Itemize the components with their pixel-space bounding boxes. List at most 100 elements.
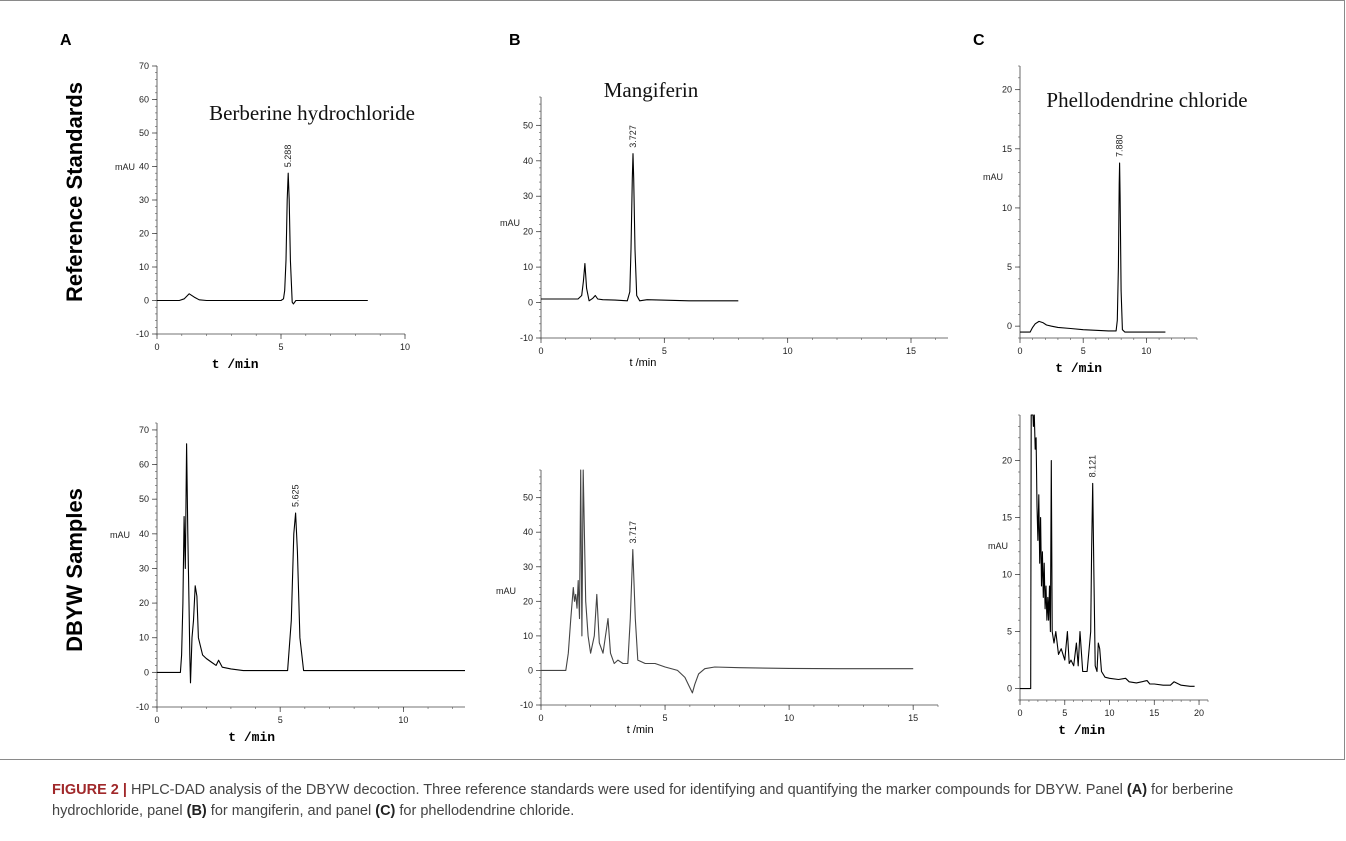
y-tick-label: 60 <box>139 460 149 470</box>
x-tick-label: 0 <box>538 346 543 356</box>
figure-frame <box>0 0 1345 760</box>
caption-text-1: HPLC-DAD analysis of the DBYW decoction.… <box>126 782 1127 798</box>
y-tick-label: 70 <box>139 61 149 71</box>
caption-panel-a-ref: (A) <box>1126 782 1148 798</box>
x-axis-label: t /min <box>1058 723 1105 738</box>
x-axis-label: t /min <box>1055 361 1102 376</box>
compound-title: Mangiferin <box>604 78 699 102</box>
peak-retention-label: 8.121 <box>1088 455 1098 478</box>
y-tick-label: 30 <box>523 562 533 572</box>
caption-panel-b-ref: (B) <box>186 803 207 819</box>
y-tick-label: 20 <box>139 598 149 608</box>
y-tick-label: 10 <box>523 262 533 272</box>
chromatogram-c-bottom: 0 5 10 15 20 0 5 10 15 20 t /min mAU 8.121 <box>988 414 1209 738</box>
peak-retention-label: 5.625 <box>291 484 301 507</box>
x-axis-label: t /min <box>629 357 656 369</box>
peak-retention-label: 5.288 <box>283 145 293 168</box>
y-axis-unit: mAU <box>500 218 520 228</box>
x-tick-label: 0 <box>1017 708 1022 718</box>
y-tick-label: -10 <box>136 329 149 339</box>
peak-retention-label: 3.717 <box>628 521 638 544</box>
x-tick-label: 10 <box>1105 708 1115 718</box>
y-axis-unit: mAU <box>110 530 130 540</box>
x-tick-label: 0 <box>154 715 159 725</box>
x-tick-label: 0 <box>538 713 543 723</box>
row-label-reference-standards: Reference Standards <box>62 82 87 302</box>
y-tick-label: 10 <box>1002 570 1012 580</box>
y-axis-unit: mAU <box>115 162 135 172</box>
y-tick-label: -10 <box>136 702 149 712</box>
compound-title: Berberine hydrochloride <box>209 101 415 125</box>
y-tick-label: 0 <box>144 296 149 306</box>
y-tick-label: 10 <box>523 631 533 641</box>
y-tick-label: 20 <box>1002 85 1012 95</box>
x-tick-label: 0 <box>1017 346 1022 356</box>
y-tick-label: -10 <box>520 333 533 343</box>
x-tick-label: 5 <box>662 346 667 356</box>
y-tick-label: 40 <box>139 162 149 172</box>
y-tick-label: 10 <box>1002 203 1012 213</box>
y-tick-label: 60 <box>139 95 149 105</box>
figure-caption: FIGURE 2 | HPLC-DAD analysis of the DBYW… <box>52 780 1312 822</box>
y-tick-label: 30 <box>523 191 533 201</box>
x-tick-label: 20 <box>1194 708 1204 718</box>
x-tick-label: 5 <box>1062 708 1067 718</box>
x-tick-label: 15 <box>908 713 918 723</box>
x-axis-label: t /min <box>627 724 654 736</box>
compound-title: Phellodendrine chloride <box>1046 88 1247 112</box>
chromatogram-c-top: 0 5 10 15 20 0 5 10 t /min mAU Phellodendrine chlo… <box>983 65 1248 376</box>
chromatogram-trace <box>541 153 739 302</box>
chromatogram-trace <box>1020 414 1195 690</box>
caption-figure-label: FIGURE 2 | <box>52 782 127 798</box>
y-tick-label: 15 <box>1002 513 1012 523</box>
x-tick-label: 10 <box>1141 346 1151 356</box>
peak-retention-label: 7.880 <box>1115 134 1125 157</box>
chromatogram-trace <box>157 443 465 684</box>
y-axis-unit: mAU <box>496 586 516 596</box>
y-tick-label: 70 <box>139 425 149 435</box>
y-tick-label: 40 <box>139 529 149 539</box>
figure-chart-grid: A B C Reference Standards DBYW Samples -… <box>60 32 1248 745</box>
y-tick-label: -10 <box>520 700 533 710</box>
y-tick-label: 30 <box>139 563 149 573</box>
x-tick-label: 0 <box>154 342 159 352</box>
y-tick-label: 5 <box>1007 627 1012 637</box>
y-tick-label: 0 <box>528 298 533 308</box>
chromatogram-b-bottom: -10 0 10 20 30 40 50 0 5 10 15 t /min mAU 3.717 <box>496 469 939 736</box>
y-tick-label: 20 <box>523 596 533 606</box>
y-tick-label: 40 <box>523 527 533 537</box>
x-axis-label: t /min <box>228 730 275 745</box>
y-tick-label: 50 <box>523 120 533 130</box>
x-tick-label: 10 <box>783 346 793 356</box>
y-axis-unit: mAU <box>983 172 1003 182</box>
y-tick-label: 0 <box>1007 684 1012 694</box>
x-tick-label: 5 <box>278 342 283 352</box>
panel-letter-a: A <box>60 32 72 49</box>
panel-letter-c: C <box>973 32 985 49</box>
y-tick-label: 50 <box>139 494 149 504</box>
x-tick-label: 5 <box>278 715 283 725</box>
y-tick-label: 20 <box>1002 456 1012 466</box>
x-tick-label: 15 <box>1149 708 1159 718</box>
y-tick-label: 10 <box>139 262 149 272</box>
y-tick-label: 20 <box>139 229 149 239</box>
caption-panel-c-ref: (C) <box>375 803 396 819</box>
chromatogram-trace <box>1020 162 1166 333</box>
y-tick-label: 0 <box>528 665 533 675</box>
chromatogram-b-top: -10 0 10 20 30 40 50 0 5 10 15 t /min mAU Mangiferin 3… <box>500 78 948 369</box>
x-tick-label: 10 <box>784 713 794 723</box>
peak-retention-label: 3.727 <box>628 125 638 148</box>
chromatogram-a-bottom: -10 0 10 20 30 40 50 60 70 0 5 10 t /min mAU 5.625 <box>110 422 465 745</box>
y-tick-label: 40 <box>523 156 533 166</box>
x-tick-label: 5 <box>1081 346 1086 356</box>
chromatogram-trace <box>157 172 368 305</box>
x-axis-label: t /min <box>212 357 259 372</box>
chromatogram-trace <box>541 469 914 694</box>
y-tick-label: 0 <box>144 667 149 677</box>
y-tick-label: 20 <box>523 227 533 237</box>
y-tick-label: 50 <box>139 128 149 138</box>
x-tick-label: 10 <box>398 715 408 725</box>
y-tick-label: 15 <box>1002 144 1012 154</box>
y-tick-label: 30 <box>139 195 149 205</box>
